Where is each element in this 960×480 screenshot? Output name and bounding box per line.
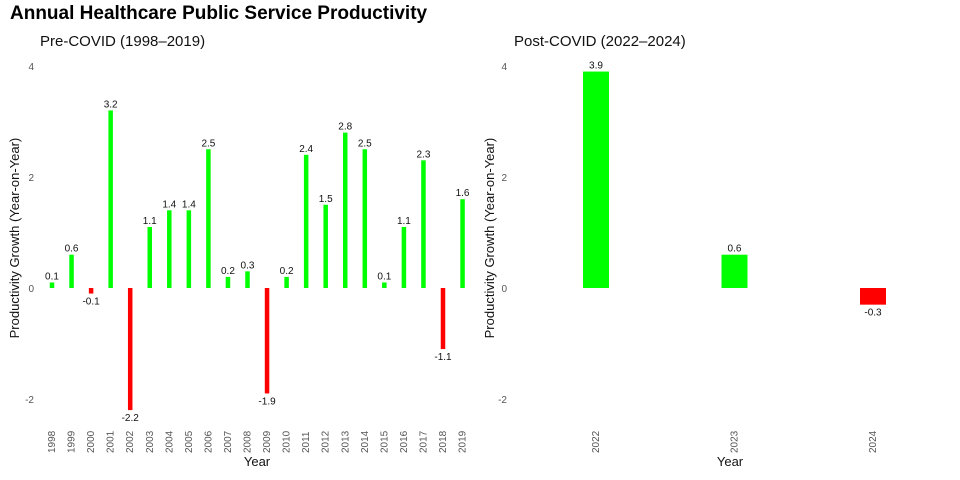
y-tick-label-post-covid-2: 2 [501,173,507,184]
data-label-2010: 0.2 [280,266,294,277]
bar-2023 [721,254,748,288]
x-tick-label-2002: 2002 [125,430,136,453]
x-axis-label-post-covid: Year [717,454,744,469]
y-tick-label-pre-covid-0: 0 [28,284,34,295]
x-tick-label-2008: 2008 [243,430,254,453]
x-tick-label-2024: 2024 [868,430,879,453]
x-tick-label-2005: 2005 [184,430,195,453]
data-label-2017: 2.3 [416,149,430,160]
y-tick-label-pre-covid-4: 4 [28,62,34,73]
data-label-1998: 0.1 [45,271,59,282]
x-tick-label-2006: 2006 [203,430,214,453]
bar-2019 [460,199,465,288]
bar-2002 [127,288,133,411]
bar-2007 [225,276,231,288]
x-tick-label-2023: 2023 [730,430,741,453]
bar-2008 [245,271,250,288]
data-label-2016: 1.1 [397,216,411,227]
bar-2003 [147,226,152,288]
bar-2006 [206,149,211,288]
bar-2004 [167,210,172,288]
x-tick-label-1999: 1999 [67,430,78,453]
data-label-2012: 1.5 [319,194,333,205]
bar-1998 [49,282,55,288]
bar-2015 [382,282,387,288]
x-tick-label-2001: 2001 [106,430,117,453]
data-label-2019: 1.6 [456,188,470,199]
x-tick-label-2022: 2022 [591,430,602,453]
bar-2005 [186,210,192,288]
data-label-2001: 3.2 [104,99,118,110]
y-axis-label-post-covid: Productivity Growth (Year-on-Year) [482,138,497,339]
bar-2000 [88,288,94,294]
bar-2022 [583,71,609,288]
y-tick-label-post-covid-4: 4 [501,62,507,73]
x-tick-label-2015: 2015 [379,430,390,453]
x-tick-label-2016: 2016 [399,430,410,453]
x-axis-label-pre-covid: Year [244,454,271,469]
data-label-2009: -1.9 [258,396,276,407]
bar-2013 [343,132,348,288]
x-tick-label-2017: 2017 [418,430,429,453]
data-label-2008: 0.3 [241,260,255,271]
data-label-2007: 0.2 [221,266,235,277]
bar-2017 [421,160,426,288]
x-tick-label-2011: 2011 [301,431,312,453]
bar-2024 [860,288,886,305]
bar-2001 [108,110,113,289]
x-tick-label-2007: 2007 [223,430,234,453]
x-tick-label-2019: 2019 [458,430,469,453]
data-label-2015: 0.1 [377,271,391,282]
x-tick-label-2012: 2012 [321,430,332,453]
data-label-2014: 2.5 [358,138,372,149]
x-tick-label-2013: 2013 [340,430,351,453]
data-label-2006: 2.5 [201,138,215,149]
bar-2009 [264,288,270,394]
x-tick-label-2000: 2000 [86,430,97,453]
x-tick-label-2018: 2018 [438,430,449,453]
x-tick-label-1998: 1998 [47,430,58,453]
data-label-2022: 3.9 [589,61,603,72]
data-label-2011: 2.4 [299,144,313,155]
bar-2011 [303,154,309,288]
bar-2014 [362,149,368,288]
y-tick-label-post-covid-neg2: -2 [498,395,507,406]
data-label-2003: 1.1 [143,216,157,227]
data-label-2000: -0.1 [82,297,100,308]
bar-2018 [440,288,446,350]
x-tick-label-2010: 2010 [282,430,293,453]
data-label-2013: 2.8 [338,122,352,133]
data-label-2004: 1.4 [162,199,176,210]
y-tick-label-pre-covid-2: 2 [28,173,34,184]
x-tick-label-2014: 2014 [360,430,371,453]
bar-2012 [323,204,328,288]
bar-2010 [284,276,289,288]
bar-1999 [69,254,74,288]
data-label-1999: 0.6 [65,244,79,255]
panel-title-post-covid: Post-COVID (2022–2024) [514,33,686,50]
x-tick-label-2004: 2004 [164,430,175,453]
data-label-2005: 1.4 [182,199,196,210]
y-tick-label-pre-covid-neg2: -2 [25,395,34,406]
bar-2016 [401,226,407,288]
y-tick-label-post-covid-0: 0 [501,284,507,295]
data-label-2018: -1.1 [434,352,452,363]
panel-title-pre-covid: Pre-COVID (1998–2019) [40,33,206,50]
x-tick-label-2009: 2009 [262,430,273,453]
data-label-2024: -0.3 [864,308,882,319]
x-tick-label-2003: 2003 [145,430,156,453]
data-label-2023: 0.6 [728,244,742,255]
y-axis-label-pre-covid: Productivity Growth (Year-on-Year) [7,138,22,339]
data-label-2002: -2.2 [122,413,140,424]
chart-title: Annual Healthcare Public Service Product… [10,3,428,24]
